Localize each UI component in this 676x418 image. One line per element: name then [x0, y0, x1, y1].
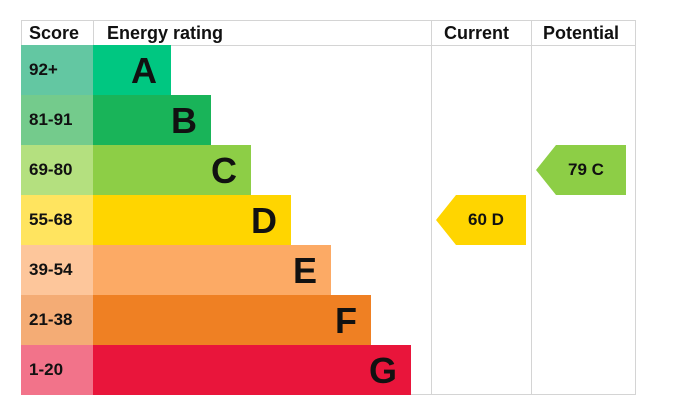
- potential-rating-label: 79 C: [568, 160, 604, 179]
- score-range-c: 69-80: [21, 145, 93, 195]
- arrow-shape-icon: [536, 145, 626, 195]
- rating-letter: E: [292, 250, 317, 291]
- header-current: Current: [444, 23, 510, 43]
- table-top-border: [21, 20, 636, 21]
- rating-bar-f: F: [93, 295, 371, 345]
- current-rating-label: 60 D: [468, 210, 504, 229]
- potential-rating-arrow: 79 C: [536, 145, 626, 195]
- rating-letter: B: [171, 100, 197, 141]
- rating-letter: F: [335, 300, 357, 341]
- potential-divider: [531, 20, 532, 395]
- current-rating-arrow: 60 D: [436, 195, 526, 245]
- score-range-b: 81-91: [21, 95, 93, 145]
- header-divider: [21, 45, 636, 46]
- left-border: [21, 20, 22, 45]
- rating-bar-g: G: [93, 345, 411, 395]
- score-range-f: 21-38: [21, 295, 93, 345]
- score-range-d: 55-68: [21, 195, 93, 245]
- header-potential: Potential: [543, 23, 620, 43]
- rating-letter: C: [211, 150, 237, 191]
- rating-letter: D: [251, 200, 277, 241]
- score-range-e: 39-54: [21, 245, 93, 295]
- rating-letter: A: [131, 50, 157, 91]
- score-range-g: 1-20: [21, 345, 93, 395]
- score-range-a: 92+: [21, 45, 93, 95]
- rating-bar-d: D: [93, 195, 291, 245]
- energy-rating-table: Score Energy rating Current Potential 92…: [21, 20, 636, 395]
- score-divider: [93, 20, 94, 45]
- right-border: [635, 20, 636, 395]
- rating-letter: G: [368, 350, 397, 391]
- rating-bar-b: B: [93, 95, 211, 145]
- rating-bar-a: A: [93, 45, 171, 95]
- current-divider: [431, 20, 432, 395]
- rating-bar-c: C: [93, 145, 251, 195]
- arrow-shape-icon: [436, 195, 526, 245]
- header-score: Score: [29, 23, 80, 43]
- header-energy-rating: Energy rating: [107, 23, 224, 43]
- rating-bar-e: E: [93, 245, 331, 295]
